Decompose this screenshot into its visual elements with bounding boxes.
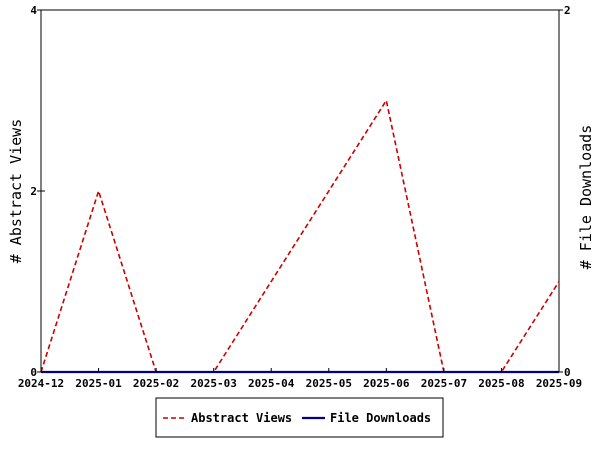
plot-area bbox=[40, 9, 560, 373]
x-tick-label: 2025-07 bbox=[421, 377, 467, 390]
legend-label-file-downloads: File Downloads bbox=[330, 411, 431, 425]
legend-box bbox=[155, 397, 444, 438]
y-axis-title-right: # File Downloads bbox=[577, 125, 595, 270]
x-tick-label: 2025-09 bbox=[536, 377, 582, 390]
legend: Abstract Views File Downloads bbox=[155, 397, 444, 438]
x-tick-label: 2025-06 bbox=[363, 377, 410, 390]
x-tick-label: 2024-12 bbox=[18, 377, 64, 390]
x-tick-label: 2025-04 bbox=[248, 377, 295, 390]
legend-label-abstract-views: Abstract Views bbox=[191, 411, 292, 425]
y-tick-label-left: 2 bbox=[30, 185, 37, 198]
x-tick-label: 2025-08 bbox=[478, 377, 524, 390]
x-tick-label: 2025-03 bbox=[190, 377, 236, 390]
y-tick-label-left: 4 bbox=[30, 4, 37, 17]
x-tick-label: 2025-02 bbox=[133, 377, 179, 390]
x-tick-label: 2025-01 bbox=[75, 377, 122, 390]
x-tick-label: 2025-05 bbox=[306, 377, 352, 390]
y-tick-label-left: 0 bbox=[30, 366, 37, 379]
y-tick-label-right: 0 bbox=[564, 366, 571, 379]
series-line-abstract-views bbox=[40, 98, 560, 373]
y-axis-title-left: # Abstract Views bbox=[7, 119, 25, 264]
y-tick-label-right: 2 bbox=[564, 4, 571, 17]
